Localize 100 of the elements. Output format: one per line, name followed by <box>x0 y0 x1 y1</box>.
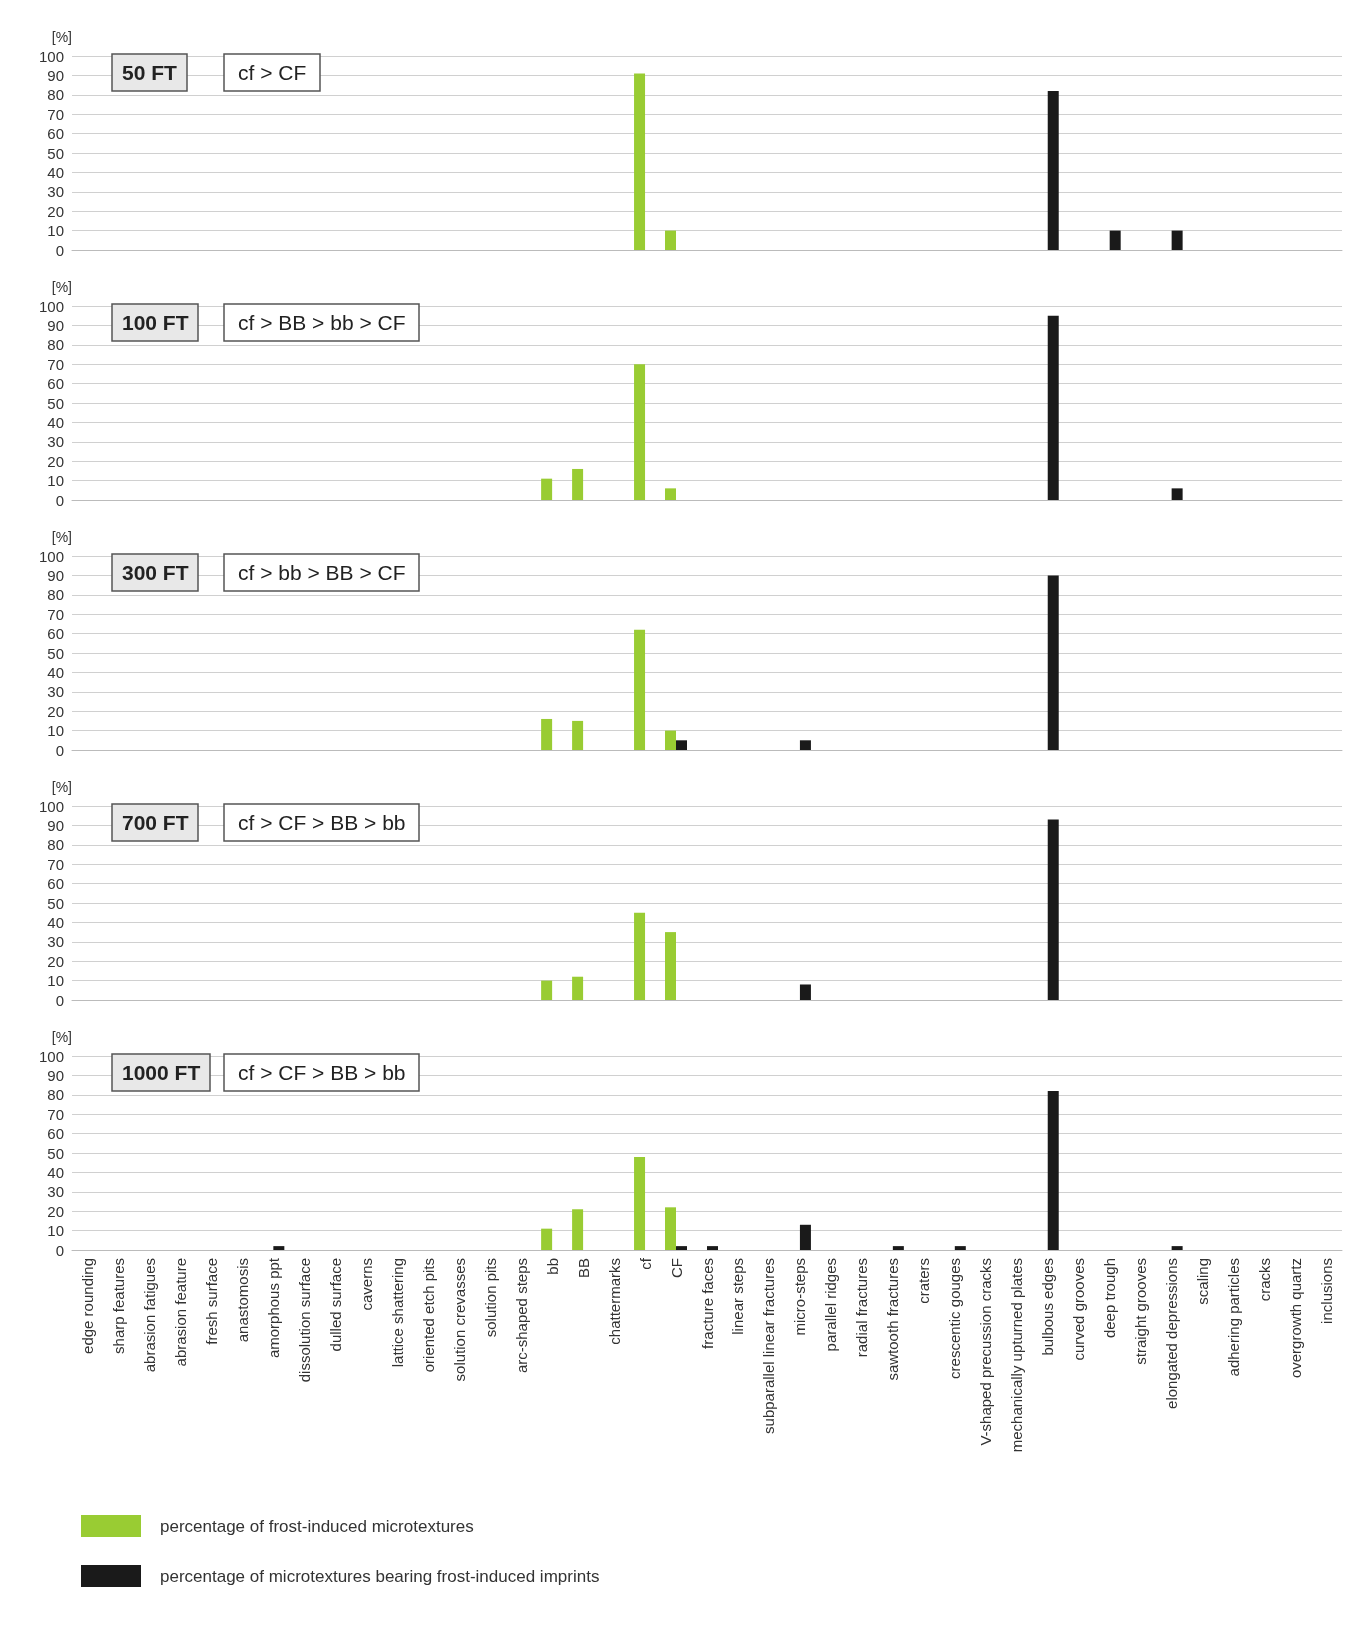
y-tick-label: 40 <box>47 1163 64 1181</box>
legend-label: percentage of microtextures bearing frost-induced imprints <box>160 1566 600 1586</box>
chart-subtitle: cf > bb > BB > CF <box>238 561 406 584</box>
x-tick-label: inclusions <box>1318 1258 1336 1324</box>
x-tick-label: dissolution surface <box>295 1258 313 1383</box>
x-tick-label: fresh surface <box>202 1258 220 1345</box>
bar <box>1109 230 1121 250</box>
bar <box>954 1246 966 1250</box>
y-tick-label: 70 <box>47 105 64 123</box>
bar <box>572 1209 584 1250</box>
x-tick-label: edge rounding <box>78 1258 96 1354</box>
y-tick-label: 90 <box>47 816 64 834</box>
y-tick-label: 80 <box>47 86 64 104</box>
bar <box>634 629 646 750</box>
y-tick-label: 100 <box>38 297 64 315</box>
x-tick-label: parallel ridges <box>822 1258 840 1352</box>
bar <box>665 1207 677 1250</box>
x-tick-label: linear steps <box>729 1258 747 1335</box>
x-tick-label: crescentic gouges <box>946 1258 964 1379</box>
bar <box>541 478 553 500</box>
y-tick-label: 50 <box>47 1144 64 1162</box>
y-tick-label: 80 <box>47 1086 64 1104</box>
x-tick-label: solution crevasses <box>450 1258 468 1382</box>
x-tick-label: arc-shaped steps <box>512 1258 530 1374</box>
y-tick-label: 20 <box>47 952 64 970</box>
y-tick-label: 80 <box>47 836 64 854</box>
x-tick-label: abrasion fatigues <box>140 1258 158 1373</box>
x-tick-label: craters <box>915 1258 933 1304</box>
y-tick-label: 60 <box>47 375 64 393</box>
bar <box>1047 90 1059 250</box>
x-tick-label: caverns <box>357 1258 375 1311</box>
y-tick-label: 10 <box>47 1222 64 1240</box>
chart-title: 700 FT <box>122 811 189 834</box>
x-tick-label: V-shaped precussion cracks <box>977 1258 995 1446</box>
bar <box>665 730 677 750</box>
x-tick-label: deep trough <box>1101 1258 1119 1339</box>
bar <box>1047 819 1059 1000</box>
y-tick-label: 70 <box>47 855 64 873</box>
y-tick-label: 0 <box>55 1241 64 1259</box>
y-tick-label: 40 <box>47 913 64 931</box>
y-tick-label: 60 <box>47 625 64 643</box>
bar <box>1171 488 1183 500</box>
bar <box>892 1246 904 1250</box>
bar <box>634 364 646 500</box>
bar <box>273 1246 285 1250</box>
y-tick-label: 30 <box>47 433 64 451</box>
y-tick-label: 10 <box>47 972 64 990</box>
bar <box>634 912 646 1000</box>
y-tick-label: 50 <box>47 394 64 412</box>
x-tick-label: anastomosis <box>233 1258 251 1343</box>
x-tick-label: cf <box>636 1257 654 1270</box>
bar <box>634 1156 646 1250</box>
x-tick-label: cracks <box>1256 1258 1274 1302</box>
y-tick-label: 0 <box>55 241 64 259</box>
x-tick-label: elongated depressions <box>1163 1258 1181 1409</box>
bar <box>541 1228 553 1250</box>
y-tick-label: 100 <box>38 797 64 815</box>
y-tick-label: 20 <box>47 452 64 470</box>
y-tick-label: 100 <box>38 1047 64 1065</box>
y-tick-label: 50 <box>47 144 64 162</box>
y-tick-label: 0 <box>55 741 64 759</box>
y-tick-label: 20 <box>47 1202 64 1220</box>
bar <box>799 740 811 750</box>
y-axis-title: [%] <box>51 779 72 795</box>
y-tick-label: 30 <box>47 933 64 951</box>
y-tick-label: 0 <box>55 991 64 1009</box>
y-tick-label: 40 <box>47 163 64 181</box>
y-axis-title: [%] <box>51 29 72 45</box>
x-tick-label: mechanically upturned plates <box>1008 1258 1026 1453</box>
x-tick-label: subparallel linear fractures <box>760 1258 778 1434</box>
bar <box>541 980 553 1000</box>
legend-label: percentage of frost-induced microtextures <box>160 1516 474 1536</box>
bar <box>572 468 584 500</box>
bar <box>676 1246 688 1250</box>
bar <box>1171 230 1183 250</box>
x-tick-label: adhering particles <box>1225 1258 1243 1377</box>
y-tick-label: 90 <box>47 66 64 84</box>
bar <box>665 230 677 250</box>
y-tick-label: 80 <box>47 336 64 354</box>
x-tick-label: CF <box>667 1258 685 1278</box>
y-tick-label: 10 <box>47 472 64 490</box>
chart-title: 300 FT <box>122 561 189 584</box>
chart-subtitle: cf > CF <box>238 61 307 84</box>
x-tick-label: solution pits <box>481 1258 499 1338</box>
bar <box>799 1224 811 1250</box>
chart-title: 50 FT <box>122 61 178 84</box>
x-tick-label: straight grooves <box>1132 1258 1150 1365</box>
y-tick-label: 90 <box>47 566 64 584</box>
y-axis-title: [%] <box>51 279 72 295</box>
bar <box>707 1246 718 1250</box>
y-tick-label: 80 <box>47 586 64 604</box>
x-tick-label: lattice shattering <box>388 1258 406 1368</box>
bar <box>1047 315 1059 500</box>
y-tick-label: 20 <box>47 702 64 720</box>
x-tick-label: micro-steps <box>791 1258 809 1336</box>
x-tick-label: oriented etch pits <box>419 1258 437 1373</box>
y-tick-label: 70 <box>47 605 64 623</box>
bar <box>1047 575 1059 750</box>
bar <box>676 740 688 750</box>
y-tick-label: 100 <box>38 47 64 65</box>
